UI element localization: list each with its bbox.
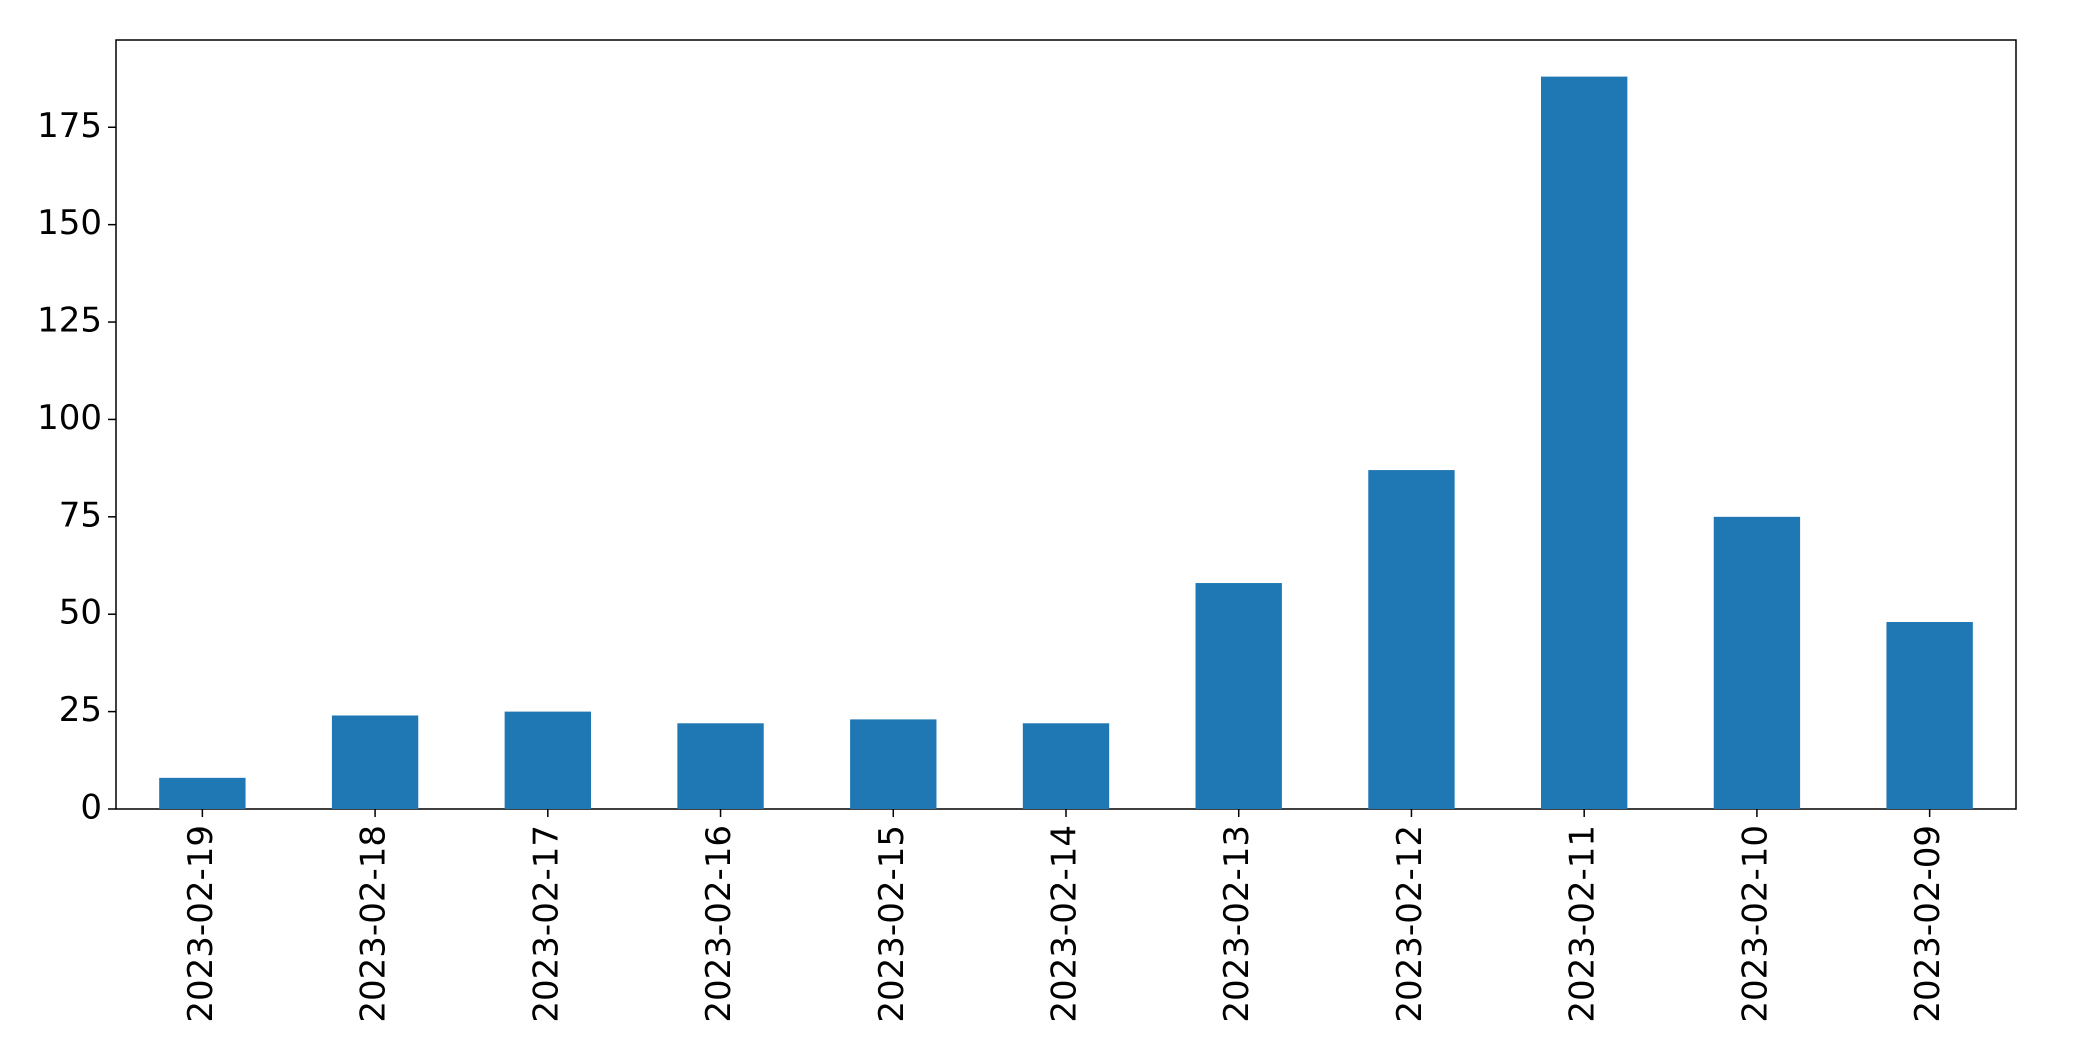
y-tick-label: 175 [37,106,102,146]
x-tick-label: 2023-02-19 [181,825,221,1023]
bar [1541,76,1628,810]
bar [850,719,937,809]
x-tick-label: 2023-02-17 [526,825,566,1023]
bar [331,715,419,809]
x-tick-label: 2023-02-09 [1908,825,1948,1023]
x-tick-label: 2023-02-11 [1563,825,1603,1023]
y-tick-label: 125 [37,301,102,341]
x-tick-label: 2023-02-16 [699,825,739,1023]
bar [1368,470,1455,809]
x-tick-label: 2023-02-18 [354,825,394,1023]
bar [159,777,246,809]
y-tick-label: 0 [80,788,102,828]
y-tick-label: 100 [37,398,102,438]
bar [504,711,591,809]
x-tick-label: 2023-02-10 [1735,825,1775,1023]
y-tick-label: 75 [59,495,102,535]
y-tick-label: 25 [59,690,102,730]
bar [677,723,764,809]
x-tick-label: 2023-02-15 [872,825,912,1023]
x-tick-label: 2023-02-13 [1217,825,1257,1023]
bar [1022,723,1110,809]
x-tick-label: 2023-02-14 [1045,825,1085,1023]
y-tick-label: 150 [37,203,102,243]
y-tick-label: 50 [59,593,102,633]
bar [1195,583,1282,809]
x-tick-label: 2023-02-12 [1390,825,1430,1023]
bar [1713,516,1801,809]
bar [1886,622,1973,809]
